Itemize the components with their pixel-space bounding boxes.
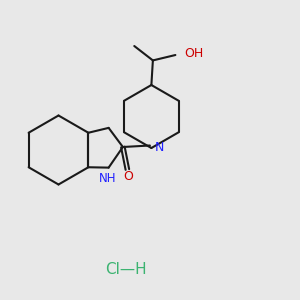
Text: O: O [123, 170, 133, 184]
Text: OH: OH [184, 47, 203, 60]
Text: N: N [155, 141, 164, 154]
Text: Cl—H: Cl—H [105, 262, 147, 278]
Text: NH: NH [98, 172, 116, 184]
